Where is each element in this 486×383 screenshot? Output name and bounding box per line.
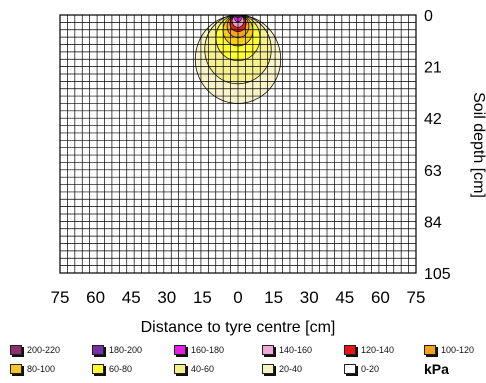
x-tick-labels: 75 60 45 30 15 0 15 30 45 60 75 (51, 288, 426, 307)
x-tick-label: 30 (300, 288, 319, 307)
legend-item: 140-160 (262, 345, 312, 355)
legend-row: 200-220 180-200 160-180 140-160 120-140 … (4, 345, 484, 364)
x-tick-label: 30 (157, 288, 176, 307)
legend-swatch (10, 345, 22, 355)
legend-swatch (344, 345, 356, 355)
legend-item: 60-80 (92, 364, 132, 374)
legend: 200-220 180-200 160-180 140-160 120-140 … (4, 345, 484, 383)
legend-label: 60-80 (109, 364, 133, 374)
plot-frame (59, 14, 417, 274)
legend-swatch (174, 345, 186, 355)
y-axis-label: Soil depth [cm] (470, 92, 486, 198)
x-axis-label: Distance to tyre centre [cm] (141, 319, 336, 336)
legend-label: 100-120 (441, 345, 475, 355)
legend-label: 160-180 (191, 345, 225, 355)
legend-label: 200-220 (27, 345, 61, 355)
legend-item: 80-100 (10, 364, 55, 374)
x-tick-label: 60 (86, 288, 105, 307)
x-tick-label: 15 (193, 288, 212, 307)
x-tick-label: 45 (335, 288, 354, 307)
y-tick-labels: 0 21 42 63 84 105 (424, 8, 451, 283)
x-tick-label: 60 (371, 288, 390, 307)
y-tick-label: 105 (424, 266, 451, 283)
legend-swatch (344, 364, 356, 374)
legend-item: 0-20 (344, 364, 379, 374)
legend-label: 20-40 (279, 364, 303, 374)
legend-row: 80-100 60-80 40-60 20-40 0-20 kPa (4, 361, 484, 383)
legend-label: 0-20 (361, 364, 380, 374)
legend-swatch (10, 364, 22, 374)
x-tick-label: 15 (264, 288, 283, 307)
y-tick-label: 63 (424, 163, 442, 180)
legend-swatch (262, 364, 274, 374)
legend-swatch (262, 345, 274, 355)
legend-swatch (424, 345, 436, 355)
legend-item: 20-40 (262, 364, 302, 374)
legend-item: 180-200 (92, 345, 142, 355)
legend-swatch (92, 345, 104, 355)
legend-item: 120-140 (344, 345, 394, 355)
y-tick-label: 0 (424, 8, 433, 25)
legend-label: 140-160 (279, 345, 313, 355)
x-tick-label: 75 (51, 288, 70, 307)
legend-item: 200-220 (10, 345, 60, 355)
legend-label: 80-100 (27, 364, 56, 374)
legend-item: 100-120 (424, 345, 474, 355)
legend-label: 120-140 (361, 345, 395, 355)
legend-item: 160-180 (174, 345, 224, 355)
x-tick-label: 75 (407, 288, 426, 307)
legend-label: 40-60 (191, 364, 215, 374)
legend-swatch (174, 364, 186, 374)
x-tick-label: 0 (233, 288, 242, 307)
legend-swatch (92, 364, 104, 374)
y-tick-label: 84 (424, 214, 442, 231)
legend-label: 180-200 (109, 345, 143, 355)
y-tick-label: 21 (424, 60, 442, 77)
grid-lines (60, 15, 416, 273)
legend-item: 40-60 (174, 364, 214, 374)
y-tick-label: 42 (424, 111, 442, 128)
x-tick-label: 45 (122, 288, 141, 307)
unit-label: kPa (424, 361, 449, 377)
